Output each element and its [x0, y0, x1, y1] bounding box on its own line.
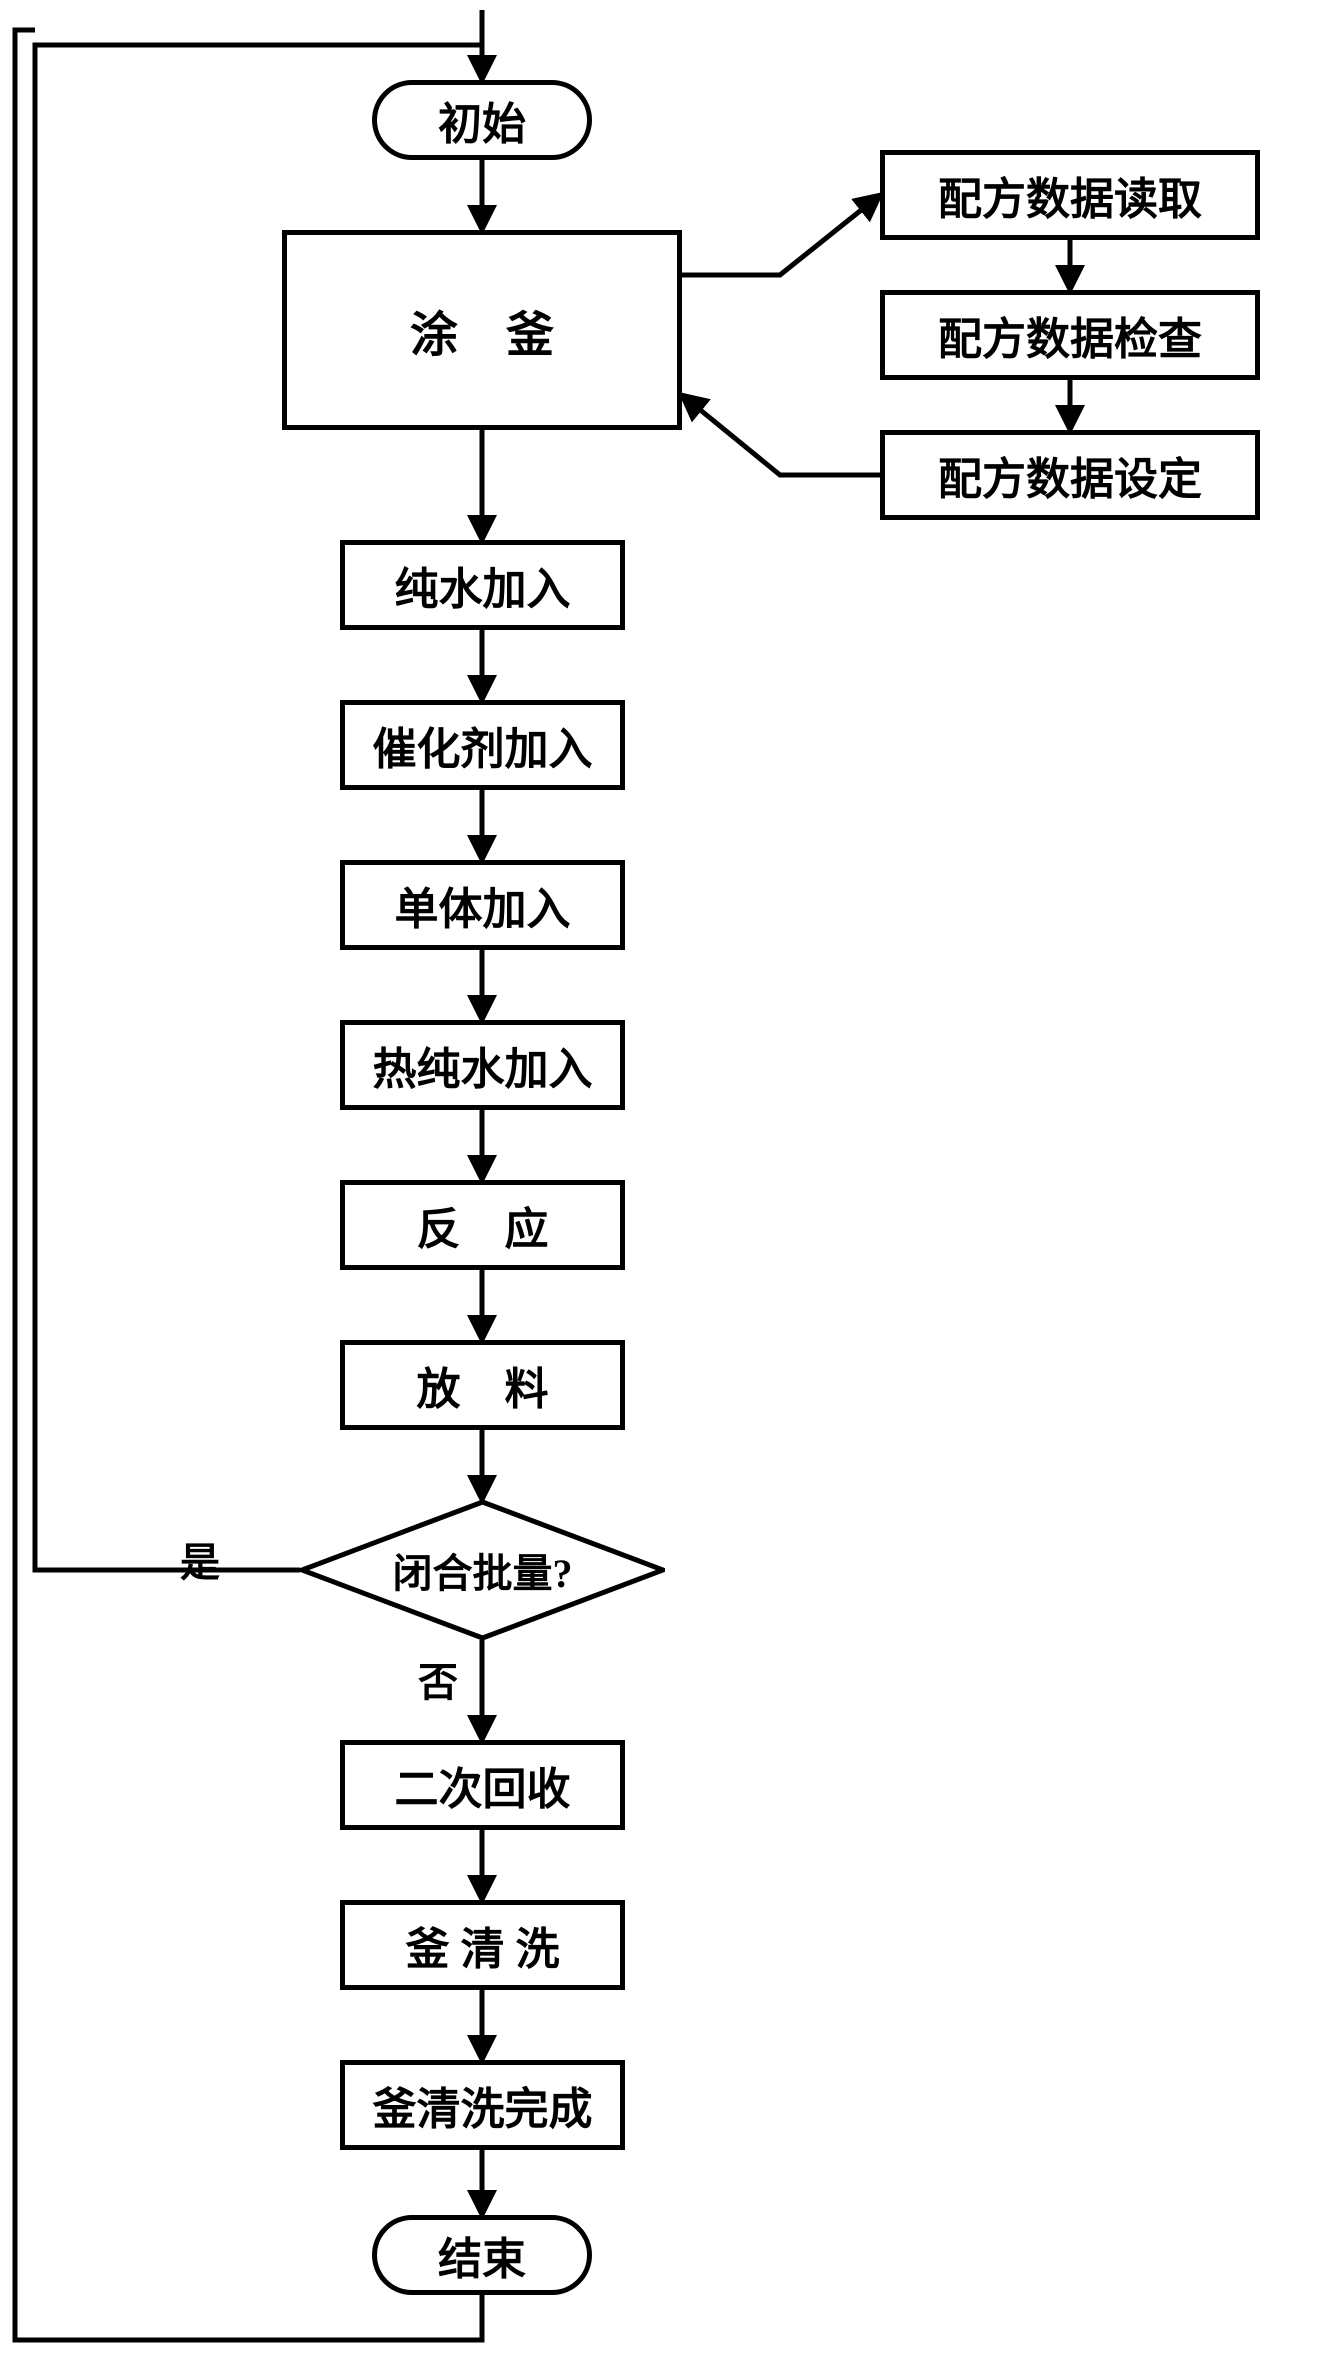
node-recipe_read: 配方数据读取	[880, 150, 1260, 240]
node-hotwater: 热纯水加入	[340, 1020, 625, 1110]
node-water: 纯水加入	[340, 540, 625, 630]
node-label-cleandone: 釜清洗完成	[373, 2073, 593, 2137]
node-label-start: 初始	[438, 88, 526, 152]
node-end: 结束	[372, 2215, 592, 2295]
decision-label-yes: 是	[180, 1530, 220, 1588]
decision-label-no: 否	[418, 1650, 458, 1708]
node-recipe_check: 配方数据检查	[880, 290, 1260, 380]
node-label-coat: 涂 釜	[410, 295, 554, 365]
node-monomer: 单体加入	[340, 860, 625, 950]
node-label-recipe_set: 配方数据设定	[938, 443, 1202, 507]
flowchart-canvas: 初始涂 釜 配方数据读取配方数据检查配方数据设定纯水加入催化剂加入单体加入热纯水加…	[0, 0, 1337, 2360]
node-discharge: 放 料	[340, 1340, 625, 1430]
node-label-end: 结束	[438, 2223, 526, 2287]
node-label-recipe_read: 配方数据读取	[938, 163, 1202, 227]
node-label-water: 纯水加入	[395, 553, 571, 617]
node-recycle: 二次回收	[340, 1740, 625, 1830]
node-recipe_set: 配方数据设定	[880, 430, 1260, 520]
node-reaction: 反 应	[340, 1180, 625, 1270]
node-label-decision: 闭合批量?	[393, 1541, 573, 1599]
node-cleandone: 釜清洗完成	[340, 2060, 625, 2150]
node-label-recipe_check: 配方数据检查	[938, 303, 1202, 367]
node-label-hotwater: 热纯水加入	[373, 1033, 593, 1097]
node-label-catalyst: 催化剂加入	[373, 713, 593, 777]
node-label-reaction: 反 应	[417, 1193, 549, 1257]
node-start: 初始	[372, 80, 592, 160]
node-label-recycle: 二次回收	[395, 1753, 571, 1817]
node-label-clean: 釜 清 洗	[406, 1913, 560, 1977]
node-catalyst: 催化剂加入	[340, 700, 625, 790]
node-coat: 涂 釜	[282, 230, 682, 430]
node-label-discharge: 放 料	[417, 1353, 549, 1417]
node-decision: 闭合批量?	[300, 1500, 665, 1640]
node-clean: 釜 清 洗	[340, 1900, 625, 1990]
node-label-monomer: 单体加入	[395, 873, 571, 937]
